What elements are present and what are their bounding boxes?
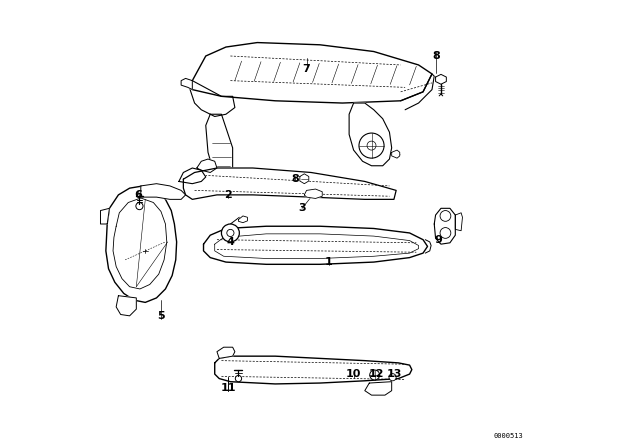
Text: 8: 8 [291,174,300,184]
Polygon shape [215,356,412,384]
Text: 1: 1 [325,257,333,267]
Polygon shape [100,208,109,224]
Circle shape [370,370,380,380]
Polygon shape [206,114,233,175]
Text: 4: 4 [227,237,234,247]
Circle shape [136,202,143,210]
Text: 2: 2 [224,190,232,200]
Polygon shape [116,296,136,316]
Polygon shape [349,103,392,166]
Polygon shape [204,226,428,264]
Polygon shape [179,168,206,184]
Text: 9: 9 [435,235,443,245]
Polygon shape [197,159,217,172]
Polygon shape [190,81,235,116]
Text: 5: 5 [157,311,164,321]
Polygon shape [239,216,248,223]
Text: 7: 7 [303,65,310,74]
Polygon shape [436,74,446,84]
Polygon shape [106,186,177,302]
Circle shape [440,228,451,238]
Polygon shape [300,174,309,184]
Circle shape [440,211,451,221]
Polygon shape [435,208,455,244]
Circle shape [359,133,384,158]
Polygon shape [365,382,392,395]
Polygon shape [392,150,400,158]
Text: 12: 12 [368,369,384,379]
Polygon shape [141,184,186,199]
Polygon shape [217,347,235,358]
Polygon shape [181,78,192,90]
Text: 0000513: 0000513 [493,433,523,439]
Text: 3: 3 [298,203,306,213]
Text: 6: 6 [134,190,143,200]
Circle shape [221,224,239,242]
Polygon shape [192,43,432,103]
Polygon shape [305,189,323,198]
Text: 8: 8 [433,51,440,61]
Polygon shape [184,168,396,199]
Text: 11: 11 [220,383,236,392]
Text: 13: 13 [386,369,402,379]
Circle shape [389,374,396,381]
Circle shape [236,375,242,382]
Text: 10: 10 [346,369,362,379]
